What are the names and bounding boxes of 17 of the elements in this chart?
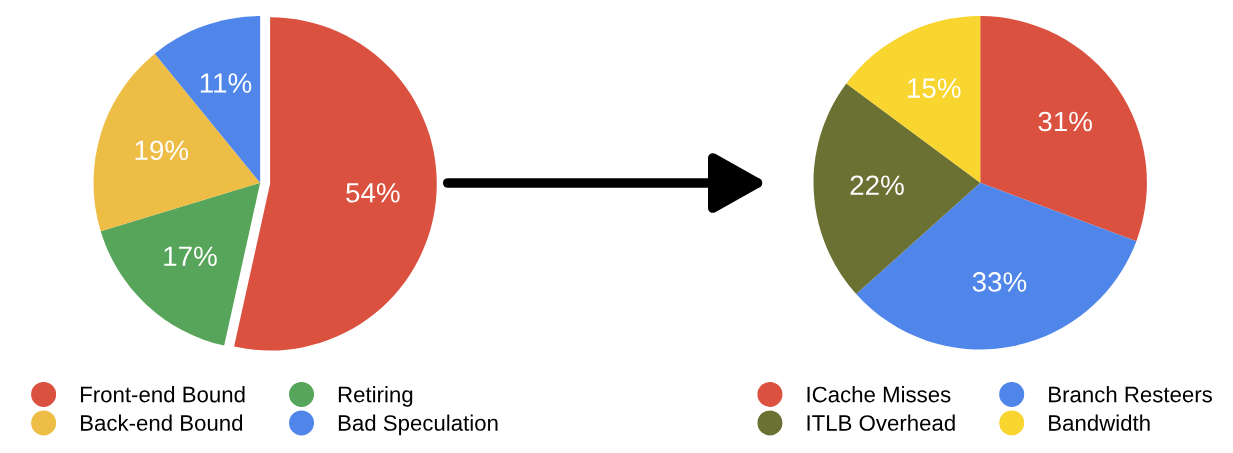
data-label: 31% [1038,111,1092,132]
pie-slice [980,16,1147,242]
legend-label: ITLB Overhead [807,414,955,431]
legend-label: Branch Resteers [1049,386,1212,403]
data-label: 15% [908,78,961,98]
data-label: 19% [135,140,189,161]
data-label: 11% [200,73,252,93]
data-label: 33% [972,272,1027,292]
legend-label: ICache Misses [807,386,951,403]
legend-label: Bad Speculation [338,414,498,436]
data-label: 17% [164,246,217,266]
legend-label: Retiring [338,386,413,407]
legend-label: Front-end Bound [81,386,245,403]
legend-label: Bandwidth [1049,414,1150,431]
legend-label: Back-end Bound [81,414,243,431]
data-label: 54% [346,183,400,203]
data-label: 22% [850,175,904,195]
